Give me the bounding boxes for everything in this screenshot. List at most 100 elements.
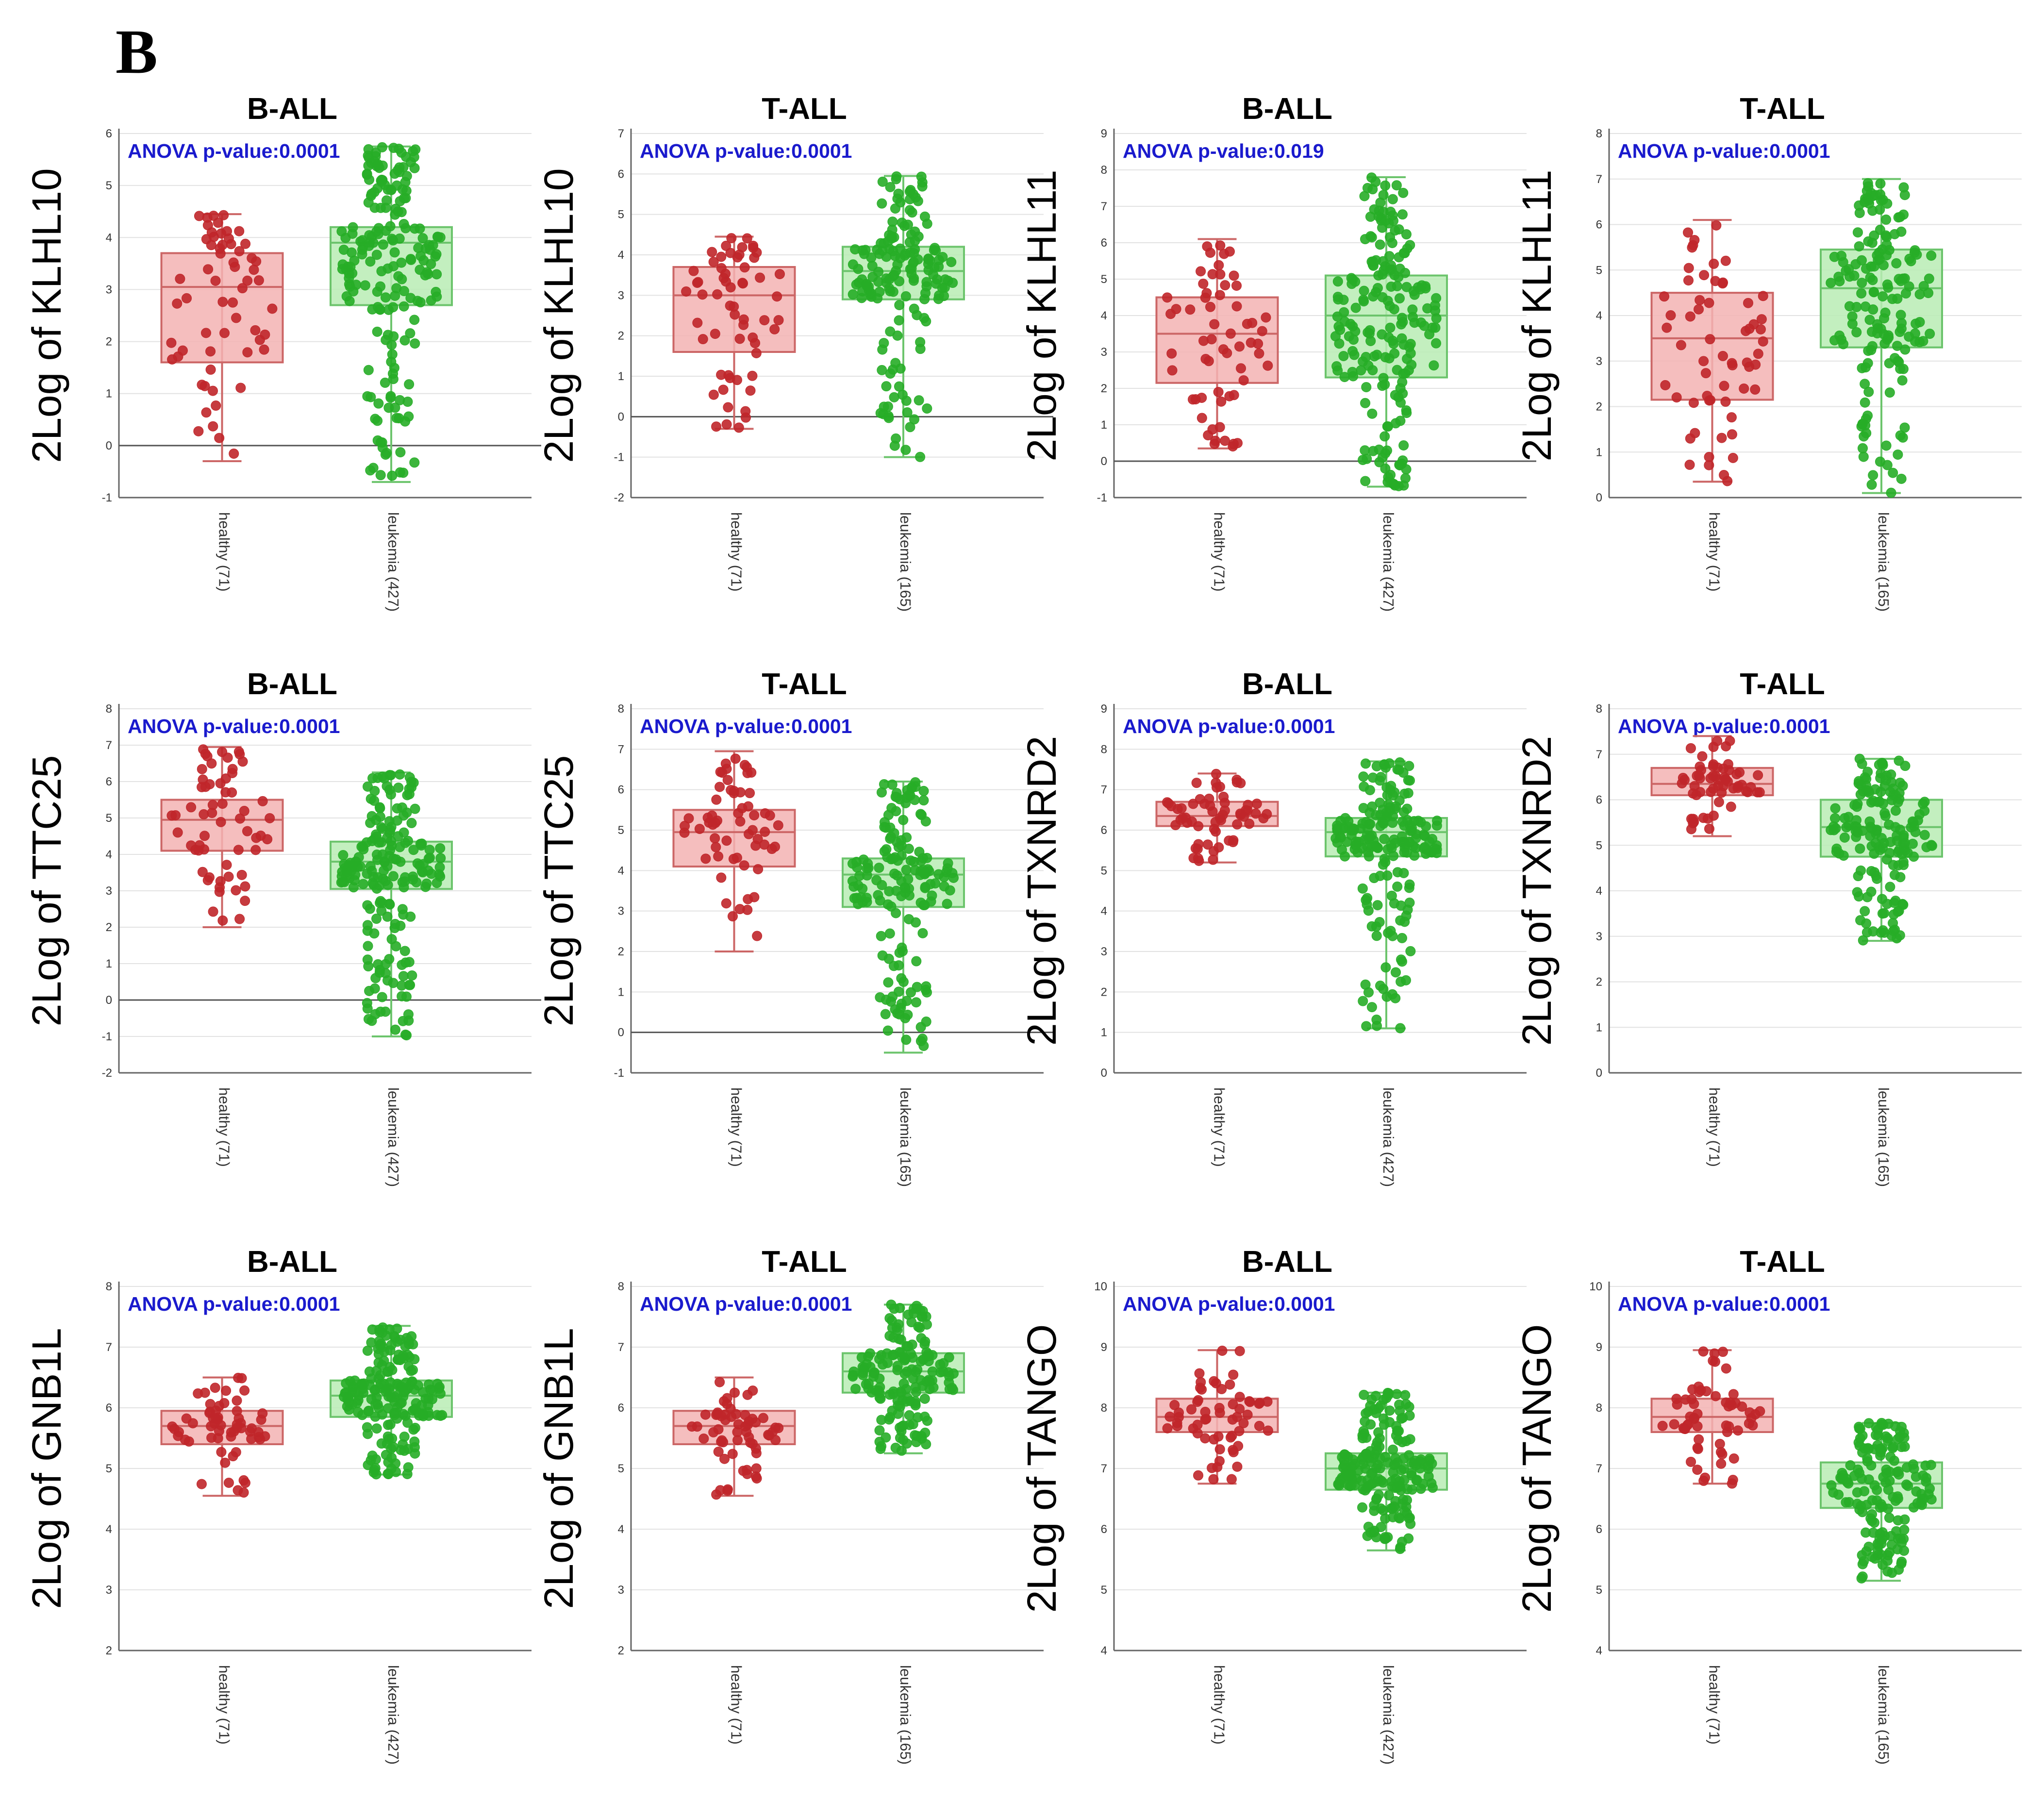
anova-annotation: ANOVA p-value:0.0001: [640, 1293, 852, 1315]
data-point: [1429, 360, 1439, 371]
data-point: [1411, 833, 1421, 844]
data-point: [1375, 239, 1385, 250]
chart-title: T-ALL: [1740, 667, 1825, 701]
y-tick-label: 8: [1101, 164, 1107, 177]
data-point: [1385, 322, 1396, 333]
data-point: [739, 860, 749, 871]
data-point: [1363, 327, 1373, 338]
data-point: [423, 865, 433, 876]
data-point: [415, 223, 425, 234]
data-point: [1704, 823, 1714, 834]
y-tick-label: 8: [1596, 702, 1602, 716]
data-point: [393, 783, 404, 793]
data-point: [908, 275, 919, 286]
data-point: [1380, 962, 1391, 973]
data-point: [435, 843, 446, 853]
data-point: [1222, 348, 1232, 358]
data-point: [769, 324, 780, 334]
data-point: [848, 881, 859, 892]
data-point: [393, 1354, 403, 1365]
data-point: [874, 249, 885, 259]
data-point: [432, 291, 442, 302]
data-point: [186, 802, 197, 813]
y-tick-label: 4: [1101, 1644, 1107, 1657]
data-point: [217, 799, 228, 809]
y-tick-label: 5: [1596, 839, 1602, 852]
data-point: [392, 815, 402, 826]
data-point: [708, 257, 719, 267]
data-point: [386, 339, 397, 350]
data-point: [1898, 830, 1909, 841]
y-tick-label: 8: [1101, 743, 1107, 756]
data-point: [939, 872, 949, 883]
data-point: [752, 931, 763, 941]
y-tick-label: 6: [618, 1401, 624, 1415]
data-point: [1227, 1414, 1238, 1425]
data-point: [237, 283, 248, 294]
data-point: [1709, 258, 1719, 269]
data-point: [1363, 905, 1374, 916]
data-point: [392, 1336, 403, 1347]
y-tick-label: 0: [1101, 455, 1107, 468]
data-point: [1397, 313, 1408, 323]
y-tick-label: -1: [614, 1067, 624, 1080]
data-point: [1200, 1414, 1211, 1425]
data-point: [1845, 271, 1855, 282]
data-point: [1395, 1542, 1406, 1552]
data-point: [223, 1477, 234, 1488]
data-point: [1882, 460, 1893, 470]
data-point: [420, 882, 431, 892]
y-tick-label: 4: [1596, 1644, 1602, 1657]
data-point: [1879, 808, 1890, 818]
data-point: [848, 1367, 859, 1377]
data-point: [1894, 1432, 1905, 1442]
data-point: [1698, 356, 1709, 367]
data-point: [884, 886, 895, 897]
data-point: [223, 871, 234, 882]
data-point: [338, 850, 349, 861]
data-point: [1210, 826, 1221, 837]
y-tick-label: 8: [106, 702, 112, 716]
data-point: [1704, 451, 1714, 462]
data-point: [1901, 1479, 1912, 1490]
data-point: [907, 1339, 917, 1350]
data-point: [1866, 479, 1877, 490]
data-point: [1906, 256, 1916, 267]
data-point: [1347, 346, 1358, 356]
data-point: [384, 899, 395, 910]
data-point: [711, 842, 721, 852]
data-point: [207, 808, 217, 818]
data-point: [1833, 271, 1844, 282]
data-point: [1431, 338, 1442, 349]
data-point: [200, 782, 211, 792]
data-point: [362, 920, 373, 931]
data-point: [255, 1434, 266, 1445]
data-point: [399, 1432, 410, 1442]
data-point: [1335, 832, 1346, 842]
data-point: [1737, 1401, 1747, 1412]
data-point: [1422, 303, 1433, 314]
data-point: [1854, 1423, 1864, 1434]
data-point: [1367, 801, 1378, 812]
data-point: [1236, 363, 1246, 374]
data-point: [912, 310, 922, 320]
data-point: [389, 247, 400, 258]
data-point: [916, 1333, 927, 1344]
data-point: [1904, 332, 1914, 342]
data-point: [403, 1015, 414, 1026]
data-point: [772, 291, 782, 302]
data-point: [208, 421, 218, 432]
y-tick-label: 0: [1101, 1067, 1107, 1080]
data-point: [366, 158, 377, 168]
data-point: [1432, 816, 1443, 826]
data-point: [915, 1356, 926, 1367]
data-point: [395, 395, 405, 405]
data-point: [402, 835, 413, 846]
data-point: [1866, 261, 1877, 272]
data-point: [358, 841, 368, 851]
data-point: [409, 1354, 420, 1365]
data-point: [1756, 314, 1767, 325]
data-point: [1919, 805, 1930, 816]
data-point: [1700, 368, 1711, 379]
chart-1: -1 0 1 2 3 4 5 6 B-ALL ANOVA p-value:0.0001 2Log o…: [24, 92, 541, 612]
